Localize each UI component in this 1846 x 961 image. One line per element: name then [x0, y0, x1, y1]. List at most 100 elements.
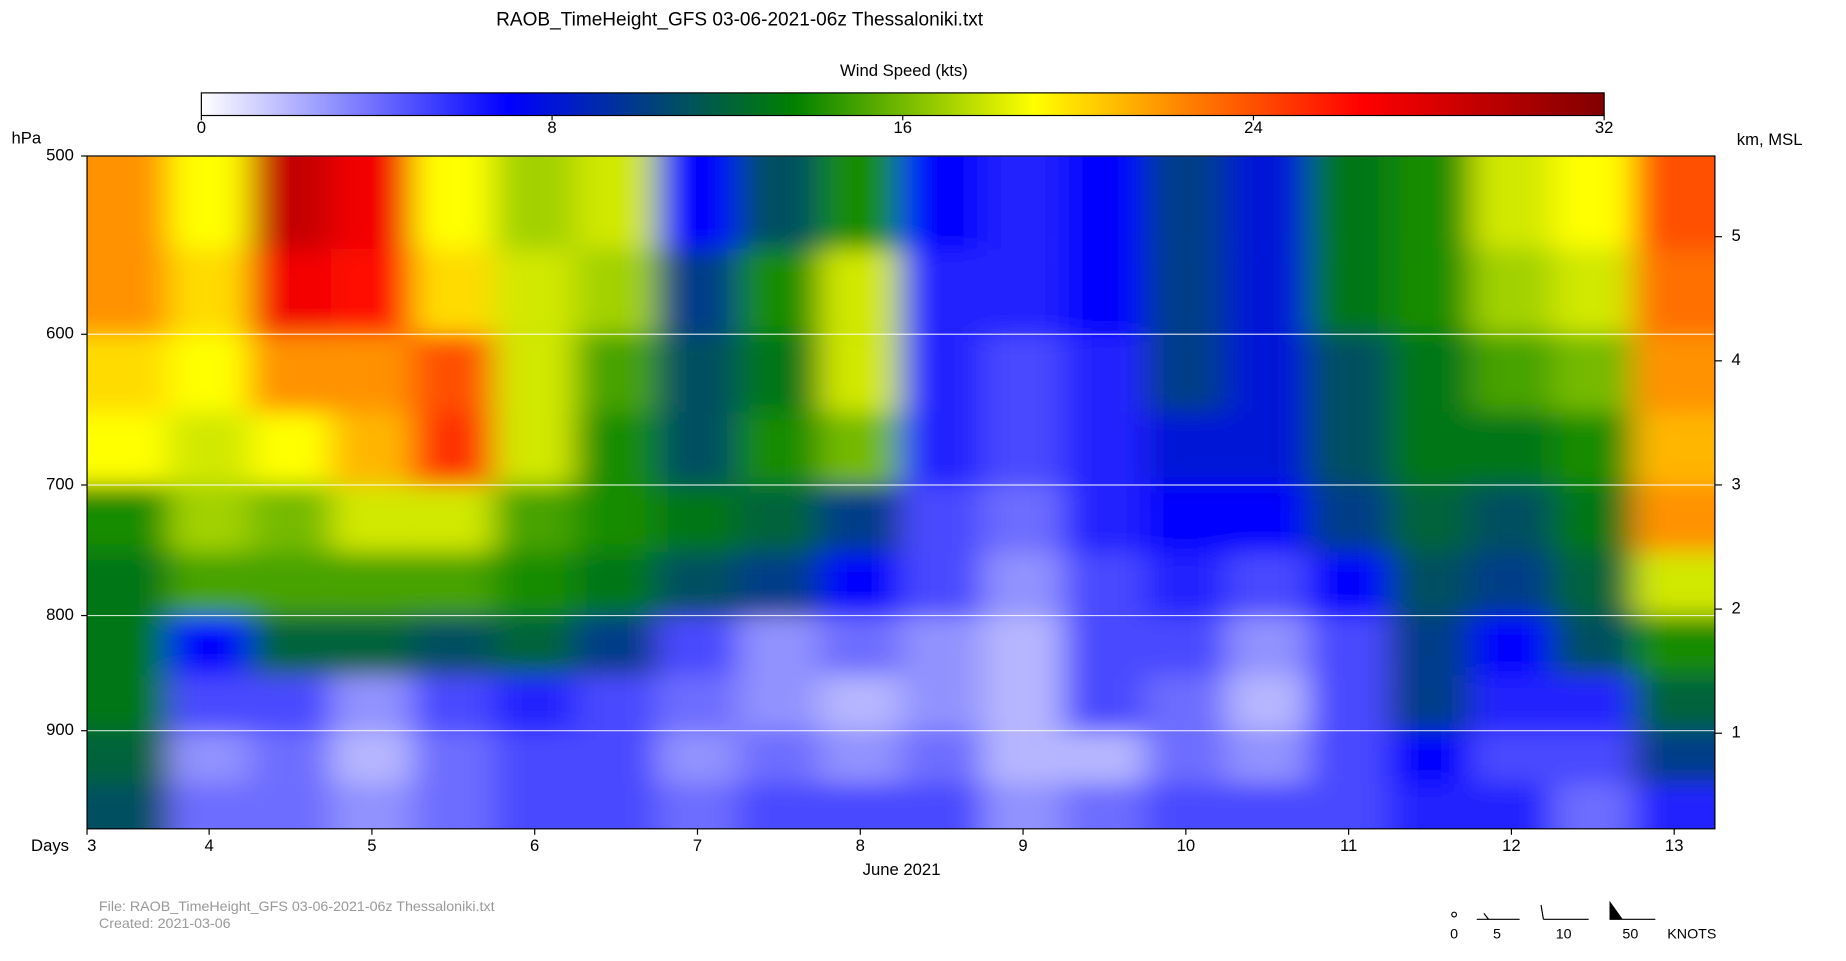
y2-tick-label: 5	[1732, 226, 1741, 245]
heatmap-cell	[575, 412, 657, 485]
heatmap-cell	[819, 783, 901, 829]
heatmap-cell	[1389, 412, 1471, 485]
heatmap-cell	[331, 484, 413, 553]
heatmap-cell	[1470, 412, 1553, 485]
heatmap-cell	[900, 552, 983, 616]
heatmap-cell	[575, 155, 657, 250]
heatmap-cell	[1226, 615, 1308, 675]
heatmap-cell	[249, 615, 332, 675]
colorbar-tick-label: 8	[547, 118, 556, 137]
heatmap-cell	[1389, 249, 1471, 335]
heatmap-cell	[575, 484, 657, 553]
heatmap-cell	[575, 615, 657, 675]
heatmap-cell	[1307, 412, 1390, 485]
heatmap-cell	[982, 334, 1064, 413]
heatmap-cell	[168, 783, 250, 829]
x-tick-label: 5	[367, 836, 376, 855]
heatmap-cell	[494, 484, 576, 553]
footer-file: File: RAOB_TimeHeight_GFS 03-06-2021-06z…	[99, 899, 495, 915]
heatmap-cell	[982, 615, 1064, 675]
heatmap-cell	[87, 674, 169, 731]
heatmap-cell	[1145, 730, 1227, 784]
heatmap-cell	[494, 412, 576, 485]
heatmap-cell	[656, 730, 739, 784]
heatmap-cell	[575, 249, 657, 335]
colorbar	[200, 92, 1605, 117]
heatmap-cell	[1389, 730, 1471, 784]
heatmap-cell	[738, 552, 820, 616]
heatmap-cell	[168, 412, 250, 485]
heatmap-cell	[1063, 783, 1146, 829]
heatmap-cell	[656, 249, 739, 335]
heatmap-cell	[656, 334, 739, 413]
heatmap-cell	[494, 334, 576, 413]
heatmap-cell	[494, 730, 576, 784]
x-tick-label: 8	[856, 836, 865, 855]
heatmap-cell	[575, 552, 657, 616]
heatmap-cell	[1552, 249, 1634, 335]
x-tick-label: 9	[1018, 836, 1027, 855]
heatmap-cell	[1145, 412, 1227, 485]
heatmap-cell	[1063, 552, 1146, 616]
heatmap-cell	[575, 783, 657, 829]
heatmap-cell	[331, 615, 413, 675]
heatmap-cell	[249, 674, 332, 731]
heatmap-cell	[412, 730, 495, 784]
heatmap-cell	[900, 249, 983, 335]
heatmap-cell	[412, 484, 495, 553]
heatmap-cell	[87, 783, 169, 829]
heatmap-cell	[982, 552, 1064, 616]
heatmap-cell	[1307, 730, 1390, 784]
heatmap-cell	[656, 552, 739, 616]
heatmap-cell	[738, 615, 820, 675]
heatmap-cell	[819, 674, 901, 731]
colorbar-title: Wind Speed (kts)	[840, 61, 968, 80]
heatmap-cell	[1470, 783, 1553, 829]
heatmap-cell	[900, 783, 983, 829]
heatmap-cell	[494, 552, 576, 616]
heatmap-cell	[738, 249, 820, 335]
heatmap-cell	[168, 730, 250, 784]
heatmap-cells	[87, 155, 1715, 829]
heatmap-cell	[1633, 249, 1715, 335]
heatmap-cell	[494, 155, 576, 250]
barb-legend-label: 5	[1493, 927, 1501, 943]
heatmap-cell	[1389, 334, 1471, 413]
chart-title: RAOB_TimeHeight_GFS 03-06-2021-06z Thess…	[496, 9, 984, 30]
heatmap-cell	[738, 783, 820, 829]
heatmap-cell	[1552, 334, 1634, 413]
heatmap-cell	[1470, 484, 1553, 553]
heatmap-cell	[331, 249, 413, 335]
heatmap-cell	[331, 730, 413, 784]
heatmap-cell	[900, 412, 983, 485]
y-tick-label: 600	[46, 324, 74, 343]
x-tick-label: 4	[204, 836, 213, 855]
heatmap-cell	[1470, 155, 1553, 250]
heatmap-cell	[1063, 334, 1146, 413]
heatmap-cell	[1389, 155, 1471, 250]
heatmap-cell	[87, 484, 169, 553]
heatmap-cell	[1470, 730, 1553, 784]
heatmap-cell	[412, 155, 495, 250]
heatmap-cell	[1226, 249, 1308, 335]
heatmap-cell	[249, 783, 332, 829]
heatmap-cell	[168, 334, 250, 413]
heatmap-cell	[1145, 674, 1227, 731]
heatmap-cell	[1389, 552, 1471, 616]
y2-tick-label: 2	[1732, 599, 1741, 618]
heatmap-cell	[900, 334, 983, 413]
heatmap-cell	[412, 249, 495, 335]
heatmap-cell	[412, 674, 495, 731]
y2-tick-label: 1	[1732, 723, 1741, 742]
heatmap-cell	[1552, 155, 1634, 250]
x-tick-label: 13	[1665, 836, 1684, 855]
heatmap-cell	[1226, 552, 1308, 616]
footer-created: Created: 2021-03-06	[99, 916, 231, 932]
y-tick-label: 700	[46, 474, 74, 493]
heatmap-cell	[1470, 615, 1553, 675]
x-tick-label: 11	[1340, 836, 1357, 855]
heatmap-cell	[900, 730, 983, 784]
heatmap-cell	[1470, 249, 1553, 335]
y-tick-label: 800	[46, 605, 74, 624]
heatmap-cell	[87, 334, 169, 413]
